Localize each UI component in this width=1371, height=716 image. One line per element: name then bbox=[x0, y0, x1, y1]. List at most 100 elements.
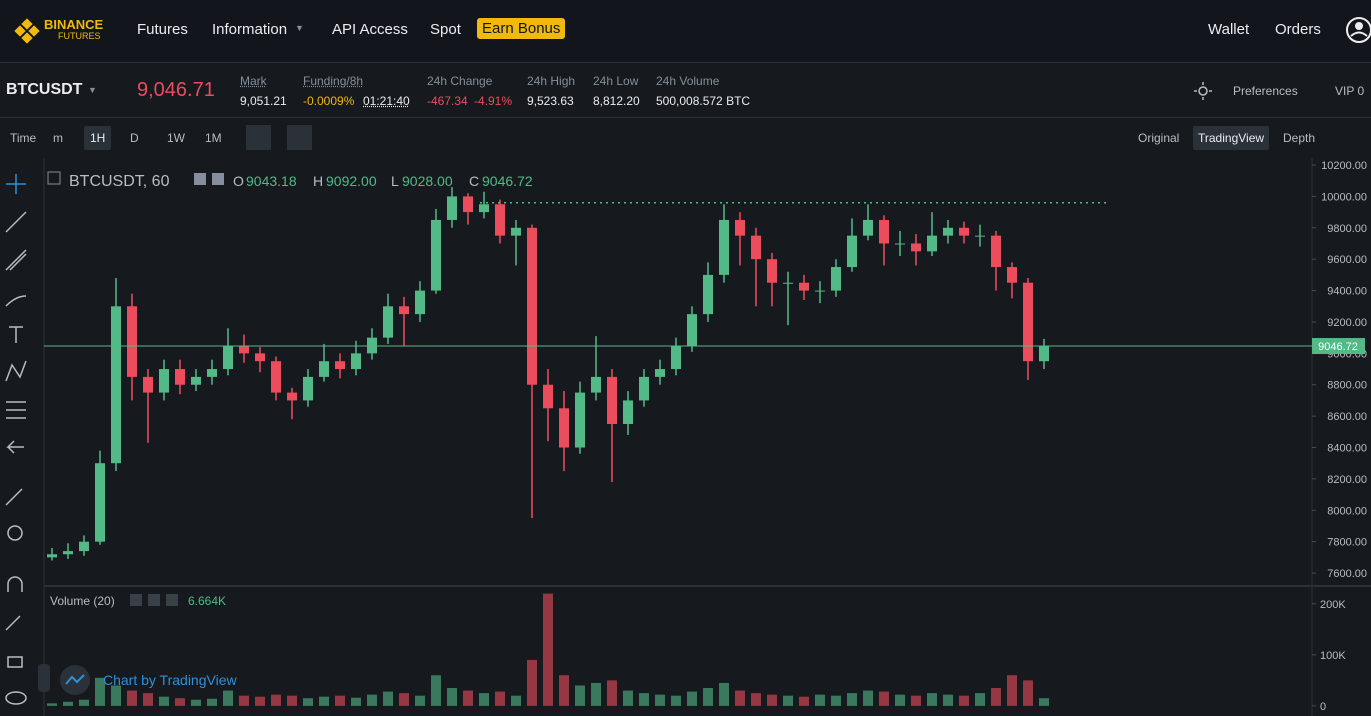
legend-value: 9043.18 bbox=[246, 173, 297, 189]
legend-icon[interactable] bbox=[148, 594, 160, 606]
price-label-bg bbox=[1312, 338, 1365, 355]
nav-item[interactable]: Information bbox=[212, 21, 288, 38]
indicator-button[interactable] bbox=[246, 125, 271, 150]
earn-bonus[interactable]: Earn Bonus bbox=[477, 18, 566, 39]
volume-bar bbox=[399, 693, 409, 706]
collapse-icon[interactable] bbox=[47, 171, 61, 185]
volume-bar bbox=[639, 693, 649, 706]
volume-bar bbox=[223, 690, 233, 706]
legend-symbol: BTCUSDT, 60 bbox=[69, 173, 170, 190]
label: 24h Volume bbox=[656, 74, 720, 88]
credit[interactable]: Chart by TradingView bbox=[103, 672, 237, 688]
nav-item[interactable]: Futures bbox=[137, 21, 188, 38]
user-icon[interactable] bbox=[1344, 15, 1371, 45]
volume-bar bbox=[767, 694, 777, 706]
candle-body bbox=[239, 345, 249, 354]
volume-bar bbox=[975, 693, 985, 706]
y-tick-label: 8800.00 bbox=[1327, 380, 1367, 392]
candle-body bbox=[1023, 282, 1033, 362]
candle-body bbox=[303, 376, 313, 401]
volume-bar bbox=[287, 695, 297, 706]
volume-bar bbox=[191, 699, 201, 706]
candle-body bbox=[159, 369, 169, 393]
volume-bar bbox=[575, 685, 585, 706]
y-tick-label: 8200.00 bbox=[1327, 474, 1367, 486]
volume-bar bbox=[495, 691, 505, 706]
candle-body bbox=[319, 361, 329, 377]
candle-body bbox=[111, 306, 121, 464]
volume-bar bbox=[111, 685, 121, 706]
preferences[interactable]: Preferences bbox=[1233, 84, 1298, 98]
volume-bar bbox=[127, 690, 137, 706]
y-tick-label: 8400.00 bbox=[1327, 443, 1367, 455]
symbol[interactable]: BTCUSDT bbox=[6, 81, 83, 98]
value: -467.34 bbox=[427, 94, 468, 108]
theme-icon[interactable] bbox=[1193, 81, 1213, 101]
dropdown-caret: ▼ bbox=[88, 85, 97, 95]
label: 24h Change bbox=[427, 74, 493, 88]
candle-body bbox=[911, 243, 921, 252]
volume-bar bbox=[335, 695, 345, 706]
legend-icon[interactable] bbox=[194, 173, 206, 185]
interval-active[interactable]: 1H bbox=[84, 126, 112, 150]
legend-icon[interactable] bbox=[130, 594, 142, 606]
view[interactable]: Depth bbox=[1283, 131, 1316, 145]
interval[interactable]: m bbox=[53, 131, 63, 145]
volume-bar bbox=[895, 694, 905, 706]
candle-body bbox=[975, 235, 985, 237]
interval[interactable]: 1W bbox=[167, 131, 185, 145]
view[interactable]: Original bbox=[1138, 131, 1180, 145]
legend-icon[interactable] bbox=[166, 594, 178, 606]
candle-body bbox=[127, 306, 137, 377]
volume-bar bbox=[559, 675, 569, 706]
candle-body bbox=[463, 196, 473, 213]
y-tick-label: 7600.00 bbox=[1327, 568, 1367, 580]
view-active[interactable]: TradingView bbox=[1193, 126, 1270, 150]
volume-bar bbox=[1023, 680, 1033, 706]
nav-item[interactable]: Orders bbox=[1275, 21, 1321, 38]
volume-bar bbox=[863, 690, 873, 706]
candle-body bbox=[751, 235, 761, 260]
collapse-toggle[interactable] bbox=[38, 664, 50, 692]
nav-item[interactable]: Wallet bbox=[1208, 21, 1250, 38]
volume-bar bbox=[671, 695, 681, 706]
time-label: Time bbox=[10, 131, 37, 145]
candle-body bbox=[687, 314, 697, 346]
candle-body bbox=[719, 219, 729, 275]
candle-body bbox=[543, 384, 553, 409]
volume-bar bbox=[959, 695, 969, 706]
v-tick-label: 200K bbox=[1320, 599, 1346, 611]
candle-body bbox=[767, 259, 777, 283]
label: Funding/8h bbox=[303, 74, 364, 88]
volume-bar bbox=[95, 677, 105, 706]
logo-icon bbox=[14, 18, 40, 44]
interval[interactable]: 1M bbox=[205, 131, 222, 145]
y-tick-label: 10200.00 bbox=[1321, 160, 1367, 172]
settings-button[interactable] bbox=[287, 125, 312, 150]
volume-bar bbox=[239, 695, 249, 706]
volume-bar bbox=[735, 690, 745, 706]
legend-icon[interactable] bbox=[212, 173, 224, 185]
candle-body bbox=[815, 290, 825, 292]
candle-body bbox=[927, 235, 937, 252]
candle-body bbox=[79, 541, 89, 552]
candle-body bbox=[607, 376, 617, 424]
volume-bar bbox=[255, 696, 265, 706]
vip: VIP 0 bbox=[1335, 84, 1365, 98]
interval[interactable]: D bbox=[130, 131, 139, 145]
chart-bg bbox=[44, 158, 1371, 716]
value: 9,051.21 bbox=[240, 94, 287, 108]
candle-body bbox=[847, 235, 857, 268]
volume-bar bbox=[719, 682, 729, 706]
volume-bar bbox=[1039, 698, 1049, 706]
candle-body bbox=[559, 408, 569, 448]
candle-body bbox=[207, 369, 217, 377]
nav-item[interactable]: API Access bbox=[332, 21, 408, 38]
candle-body bbox=[495, 204, 505, 236]
candle-body bbox=[783, 282, 793, 284]
volume-bar bbox=[159, 696, 169, 706]
nav-item[interactable]: Spot bbox=[430, 21, 461, 38]
volume-bar bbox=[511, 695, 521, 706]
volume-bar bbox=[527, 659, 537, 706]
